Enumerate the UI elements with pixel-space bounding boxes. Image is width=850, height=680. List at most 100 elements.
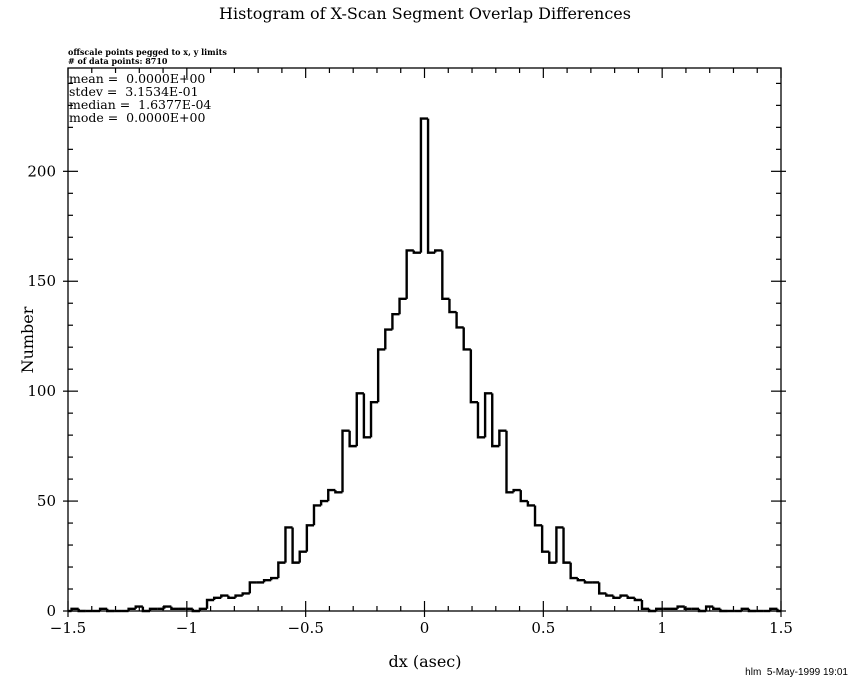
plot-frame bbox=[67, 67, 782, 612]
histogram-bin bbox=[134, 605, 143, 609]
histogram-bin bbox=[277, 561, 286, 579]
histogram-bin bbox=[419, 117, 429, 253]
histogram-bin bbox=[540, 525, 550, 553]
histogram-bin bbox=[77, 608, 86, 613]
histogram-bin bbox=[647, 608, 657, 613]
histogram-bin bbox=[234, 594, 243, 598]
histogram-bin bbox=[455, 312, 464, 329]
y-tick-label: 200 bbox=[27, 162, 56, 180]
histogram-bin bbox=[348, 430, 357, 448]
y-tick-label: 0 bbox=[46, 602, 56, 620]
histogram-bin bbox=[362, 393, 372, 439]
histogram-bin bbox=[319, 499, 329, 506]
histogram-bin bbox=[270, 576, 279, 581]
histogram-bin bbox=[626, 595, 635, 600]
histogram-bin bbox=[384, 328, 393, 350]
histogram-bin bbox=[312, 504, 322, 526]
histogram-bin bbox=[220, 594, 229, 598]
histogram-bin bbox=[476, 402, 486, 439]
histogram-bin bbox=[776, 608, 781, 613]
histogram-bin bbox=[227, 595, 236, 600]
y-tick-label: 100 bbox=[27, 382, 56, 400]
histogram-bin bbox=[491, 393, 500, 448]
stat-mode: mode = 0.0000E+00 bbox=[69, 110, 205, 125]
histogram-bin bbox=[697, 608, 707, 613]
histogram-bin bbox=[98, 607, 108, 611]
histogram-bin bbox=[262, 579, 272, 583]
histogram-bin bbox=[719, 608, 728, 613]
histogram-bin bbox=[655, 607, 664, 611]
histogram-bin bbox=[512, 488, 521, 493]
histogram-bin bbox=[498, 429, 507, 447]
histogram-bin bbox=[141, 606, 150, 613]
histogram-bin bbox=[441, 250, 450, 301]
histogram-bin bbox=[533, 505, 543, 527]
histogram-bin bbox=[740, 607, 749, 611]
y-tick-label: 150 bbox=[27, 272, 56, 290]
histogram-bin bbox=[448, 298, 457, 314]
histogram-bin bbox=[612, 595, 621, 600]
histogram-bin bbox=[355, 392, 364, 447]
histogram-bin bbox=[769, 607, 778, 611]
histogram-bin bbox=[569, 562, 578, 580]
tick-labels: −1.5 −1 −0.5 0 0.5 1 1.5 0 50 100 150 200 bbox=[27, 162, 793, 637]
x-tick-label: −1.5 bbox=[50, 619, 86, 637]
histogram-bin bbox=[298, 550, 307, 563]
axis-ticks bbox=[63, 68, 786, 617]
x-tick-label: 0 bbox=[420, 619, 430, 637]
histogram-bin bbox=[198, 607, 208, 611]
histogram-bin bbox=[619, 594, 628, 598]
histogram-bin bbox=[405, 249, 414, 299]
stat-mean: mean = 0.0000E+00 bbox=[69, 71, 205, 86]
histogram-bin bbox=[505, 430, 514, 494]
histogram-bin bbox=[483, 392, 493, 438]
histogram-bin bbox=[426, 118, 436, 254]
x-axis-label: dx (asec) bbox=[388, 652, 461, 671]
footer-timestamp: hlm 5-May-1999 19:01 bbox=[745, 667, 848, 678]
note-offscale: offscale points pegged to x, y limits bbox=[68, 47, 227, 57]
histogram-bin bbox=[398, 297, 407, 315]
histogram-bin bbox=[526, 501, 536, 507]
histogram-bin bbox=[127, 607, 136, 611]
histogram-bin bbox=[433, 249, 443, 253]
histogram-bin bbox=[106, 608, 115, 613]
histogram-bin bbox=[597, 582, 607, 595]
histogram-bin bbox=[391, 313, 400, 330]
histogram-bin bbox=[469, 349, 478, 404]
histogram-bin bbox=[605, 593, 614, 597]
histogram-bin bbox=[640, 600, 650, 611]
histogram-bin bbox=[284, 526, 293, 563]
histogram-bin bbox=[163, 605, 172, 609]
stat-stdev: stdev = 3.1534E-01 bbox=[69, 84, 199, 99]
histogram-bin bbox=[241, 592, 250, 596]
histogram-bin bbox=[334, 490, 343, 494]
histogram-bin bbox=[576, 578, 585, 582]
histogram-bin bbox=[248, 581, 257, 594]
histogram-bin bbox=[341, 429, 350, 493]
histogram-bin bbox=[191, 608, 200, 613]
histogram-bin bbox=[205, 598, 215, 609]
histogram-bin bbox=[369, 400, 379, 438]
stat-median: median = 1.6377E-04 bbox=[69, 97, 211, 112]
histogram-bin bbox=[291, 527, 300, 564]
histogram-bin bbox=[70, 607, 79, 611]
histogram-bin bbox=[462, 327, 471, 351]
histogram-bin bbox=[548, 551, 557, 564]
histogram-bin bbox=[148, 607, 158, 611]
histogram-bin bbox=[212, 596, 222, 601]
x-tick-label: −1 bbox=[176, 619, 198, 637]
histogram-bin bbox=[412, 250, 421, 254]
histogram-bin bbox=[712, 606, 721, 611]
histogram-bin bbox=[633, 597, 642, 602]
histogram-bin bbox=[676, 605, 685, 609]
chart-title: Histogram of X-Scan Segment Overlap Diff… bbox=[219, 4, 631, 23]
x-tick-label: 0.5 bbox=[531, 619, 555, 637]
histogram-bin bbox=[376, 348, 386, 403]
x-tick-label: −0.5 bbox=[287, 619, 323, 637]
y-axis-label: Number bbox=[18, 306, 37, 373]
x-tick-label: 1 bbox=[657, 619, 667, 637]
x-tick-label: 1.5 bbox=[769, 619, 793, 637]
histogram-bin bbox=[562, 527, 571, 564]
histogram-steps bbox=[68, 117, 781, 613]
